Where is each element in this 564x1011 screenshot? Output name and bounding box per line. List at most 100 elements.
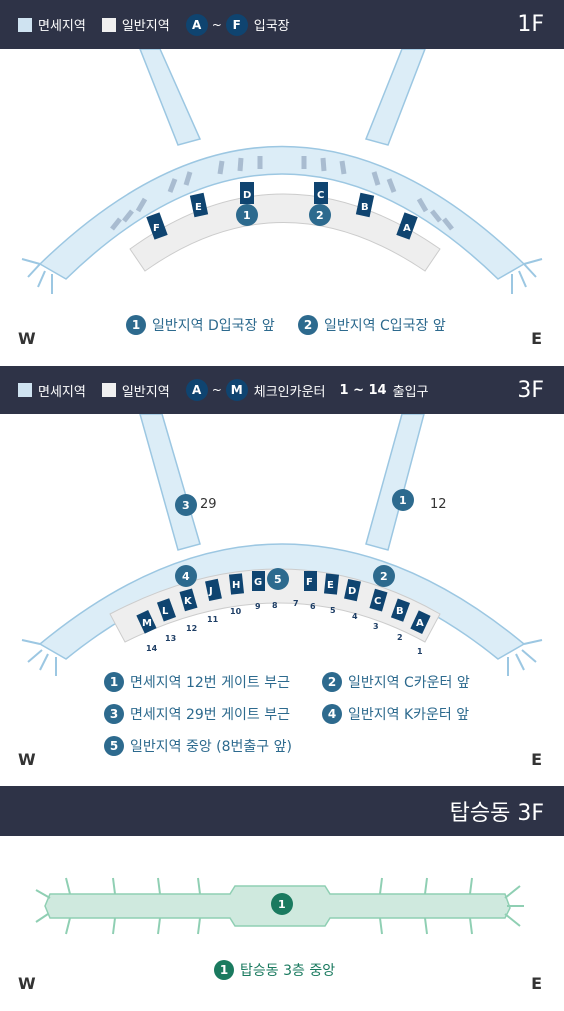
concourse-map: 1 1 탑승동 3층 중앙 W E bbox=[0, 836, 564, 1011]
floor-3f-map: M L K J H G F E D C B A 1 2 bbox=[0, 414, 564, 784]
marker-2-label: 2 bbox=[316, 209, 324, 222]
general-area-swatch bbox=[101, 17, 116, 32]
floor-title-1f: 1F bbox=[517, 12, 544, 37]
exit-13: 13 bbox=[165, 634, 176, 643]
counter-E: E bbox=[327, 580, 334, 591]
exit-14: 14 bbox=[146, 644, 158, 653]
floor-1f-legend: 면세지역 일반지역 A ~ F 입국장 bbox=[18, 13, 290, 36]
entry-A: A bbox=[403, 223, 411, 234]
marker-3: 3 bbox=[182, 499, 190, 512]
compass-west: W bbox=[18, 329, 36, 348]
note-1: 1 일반지역 D입국장 앞 bbox=[126, 315, 275, 335]
entry-badges: F E D C B A bbox=[146, 182, 418, 240]
floor-title-3f: 3F bbox=[517, 377, 544, 403]
legend-duty-free-label: 면세지역 bbox=[38, 19, 86, 34]
right-spokes bbox=[511, 258, 543, 294]
note-2-num: 2 bbox=[322, 672, 342, 692]
legend-tilde: ~ bbox=[211, 383, 222, 397]
marker-4: 4 bbox=[182, 570, 190, 583]
counter-A: A bbox=[416, 618, 424, 629]
left-spokes bbox=[21, 639, 57, 676]
counter-F: F bbox=[306, 577, 313, 588]
legend-duty-free-label: 면세지역 bbox=[38, 384, 86, 400]
floor-1f-map: F E D C B A 1 2 1 일반지역 D입국장 앞 2 일반지역 C입국… bbox=[0, 49, 564, 366]
note-1-text: 일반지역 D입국장 앞 bbox=[152, 318, 275, 334]
compass-east: E bbox=[531, 974, 542, 993]
exit-9: 9 bbox=[255, 602, 261, 611]
gate-29-label: 29 bbox=[200, 497, 217, 512]
entry-F-rect bbox=[146, 212, 168, 240]
note-2: 2 일반지역 C카운터 앞 bbox=[322, 672, 470, 692]
counter-H: H bbox=[232, 580, 240, 591]
exit-numbers: 1 2 3 4 5 6 7 8 9 10 11 12 13 14 bbox=[146, 599, 423, 656]
note-3-text: 면세지역 29번 게이트 부근 bbox=[130, 707, 290, 723]
exit-7: 7 bbox=[293, 599, 299, 608]
note-1-num: 1 bbox=[126, 315, 146, 335]
legend-general-label: 일반지역 bbox=[121, 384, 170, 400]
note-1: 1 면세지역 12번 게이트 부근 bbox=[104, 672, 290, 692]
exit-10: 10 bbox=[230, 607, 242, 616]
exit-3: 3 bbox=[373, 622, 379, 631]
marker-1: 1 bbox=[399, 494, 407, 507]
duty-free-swatch bbox=[18, 383, 32, 397]
counter-B: B bbox=[396, 606, 404, 617]
exit-2: 2 bbox=[397, 633, 403, 642]
entry-D: D bbox=[243, 190, 251, 201]
note-3-num: 3 bbox=[104, 704, 124, 724]
exit-11: 11 bbox=[207, 615, 219, 624]
compass-west: W bbox=[18, 750, 36, 769]
entry-C: C bbox=[317, 190, 324, 201]
counter-J: J bbox=[208, 586, 213, 597]
security-lanes bbox=[110, 156, 454, 231]
concourse-header: 탑승동 3F bbox=[0, 786, 564, 836]
legend-entry-end-badge: F bbox=[225, 13, 248, 36]
floor-title-concourse: 탑승동 3F bbox=[449, 801, 544, 826]
floor-3f-legend: 면세지역 일반지역 A ~ M 체크인카운터 1 ~ 14 출입구 bbox=[18, 379, 429, 401]
entry-B: B bbox=[361, 202, 369, 213]
legend-tilde: ~ bbox=[211, 17, 222, 32]
exit-8: 8 bbox=[272, 601, 278, 610]
note-2: 2 일반지역 C입국장 앞 bbox=[298, 315, 446, 335]
marker-1 bbox=[236, 204, 258, 226]
note-2-text: 일반지역 C입국장 앞 bbox=[324, 318, 446, 334]
concourse-note-1: 1 탑승동 3층 중앙 bbox=[214, 960, 335, 980]
floor-3f-header: 면세지역 일반지역 A ~ M 체크인카운터 1 ~ 14 출입구 3F bbox=[0, 366, 564, 414]
checkin-counters: M L K J H G F E D C B A bbox=[136, 571, 431, 635]
concourse-note-1-num: 1 bbox=[214, 960, 234, 980]
entry-E: E bbox=[195, 202, 202, 213]
concourse-gates bbox=[35, 877, 524, 935]
note-5-num: 5 bbox=[104, 736, 124, 756]
left-spokes bbox=[21, 258, 53, 294]
counter-K: K bbox=[184, 596, 193, 607]
gate-12-label: 12 bbox=[430, 497, 447, 512]
counter-D: D bbox=[348, 586, 356, 597]
marker-5: 5 bbox=[274, 573, 282, 586]
note-2-num: 2 bbox=[298, 315, 318, 335]
legend-counter-end-badge: M bbox=[225, 379, 248, 401]
entry-F: F bbox=[153, 223, 160, 234]
counter-G: G bbox=[254, 577, 262, 588]
note-1-num: 1 bbox=[104, 672, 124, 692]
concourse-note-1-text: 탑승동 3층 중앙 bbox=[240, 963, 336, 979]
general-area-swatch bbox=[101, 383, 116, 397]
legend-entry-start-badge: A bbox=[185, 13, 208, 36]
legend-entry-label: 입국장 bbox=[253, 19, 290, 34]
exit-1: 1 bbox=[417, 647, 423, 656]
compass-west: W bbox=[18, 974, 36, 993]
marker-2: 2 bbox=[380, 570, 388, 583]
legend-exit-label: 출입구 bbox=[392, 384, 429, 400]
note-5: 5 일반지역 중앙 (8번출구 앞) bbox=[104, 736, 292, 756]
exit-5: 5 bbox=[330, 606, 336, 615]
duty-free-swatch bbox=[18, 17, 32, 32]
compass-east: E bbox=[531, 329, 542, 348]
legend-exit-range: 1 ~ 14 bbox=[339, 382, 387, 398]
note-4-num: 4 bbox=[322, 704, 342, 724]
counter-M: M bbox=[142, 618, 152, 629]
concourse-marker-1: 1 bbox=[278, 898, 286, 911]
note-4-text: 일반지역 K카운터 앞 bbox=[348, 707, 470, 723]
exit-6: 6 bbox=[310, 602, 316, 611]
right-spokes bbox=[507, 639, 543, 676]
legend-general-label: 일반지역 bbox=[121, 19, 170, 34]
note-4: 4 일반지역 K카운터 앞 bbox=[322, 704, 469, 724]
counter-L: L bbox=[162, 606, 169, 617]
